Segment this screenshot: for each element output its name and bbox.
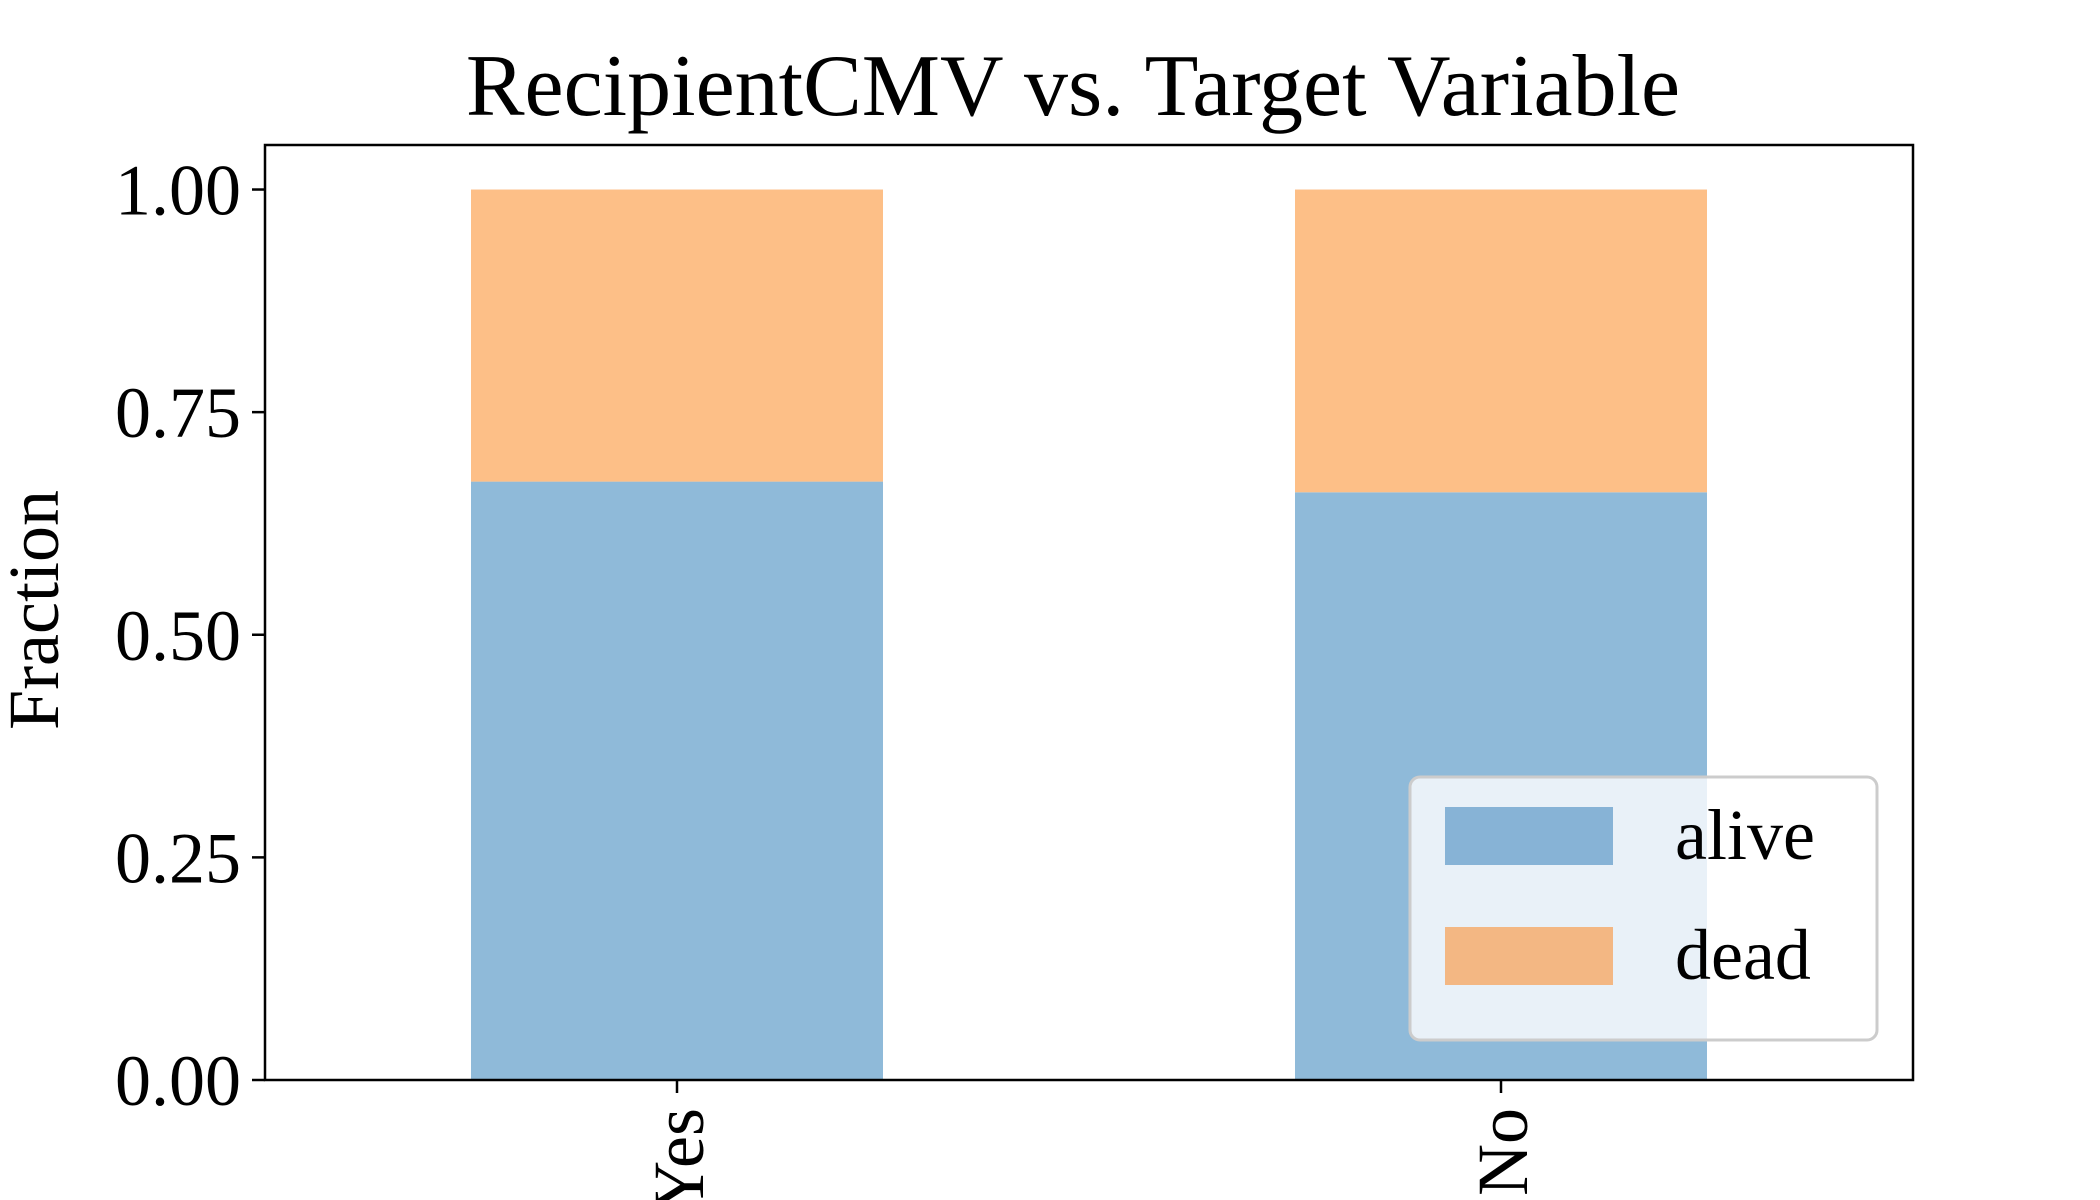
legend-swatch-dead xyxy=(1445,927,1613,985)
legend-label-alive: alive xyxy=(1675,795,1815,875)
y-tick-label: 0.75 xyxy=(115,373,241,453)
chart-title: RecipientCMV vs. Target Variable xyxy=(466,38,1680,135)
y-tick-label: 0.25 xyxy=(115,818,241,898)
legend-label-dead: dead xyxy=(1675,915,1811,995)
y-axis-label: Fraction xyxy=(0,490,74,730)
legend: alive dead xyxy=(1408,775,1879,1042)
x-tick-label: Yes xyxy=(639,1108,719,1200)
plot-area: Yes No 0.00 0.25 0.50 0.75 1.00 xyxy=(115,143,1915,1200)
y-tick-label: 0.50 xyxy=(115,596,241,676)
y-tick-label: 0.00 xyxy=(115,1041,241,1121)
bar-dead-no xyxy=(1295,189,1707,493)
plot-frame xyxy=(263,143,1915,1082)
y-tick-label: 1.00 xyxy=(115,151,241,231)
x-tick-label: No xyxy=(1463,1108,1543,1196)
bar-alive-yes xyxy=(471,481,883,1081)
bar-dead-yes xyxy=(471,189,883,482)
legend-swatch-alive xyxy=(1445,807,1613,865)
